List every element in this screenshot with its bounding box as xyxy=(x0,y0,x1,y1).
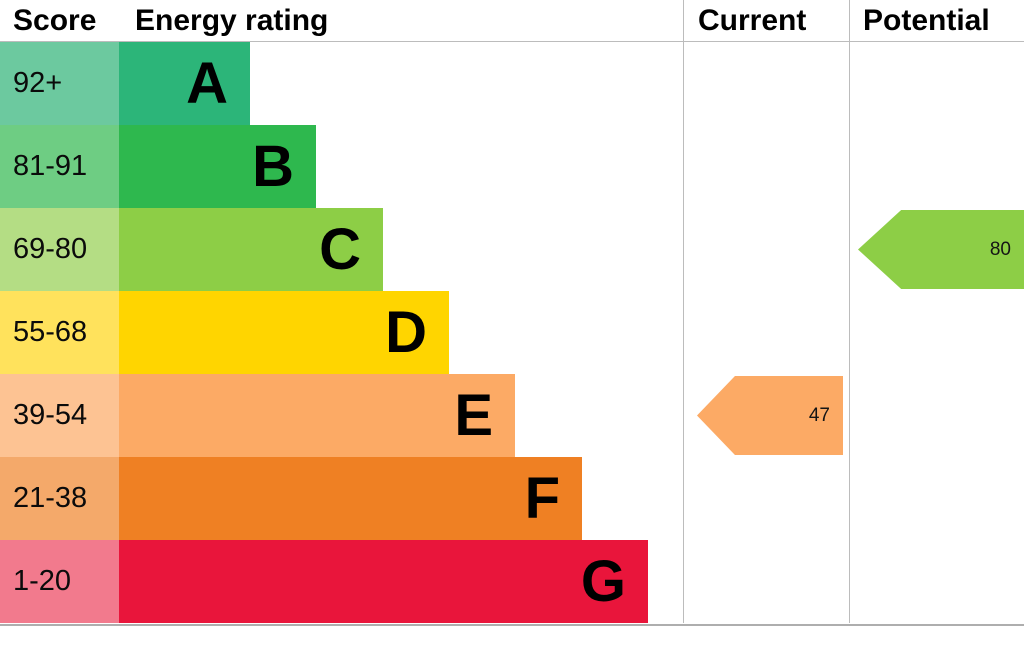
score-cell: 55-68 xyxy=(0,291,119,374)
current-cell xyxy=(683,374,849,457)
band-letter: B xyxy=(252,133,294,199)
score-cell: 21-38 xyxy=(0,457,119,540)
band-rows: 92+ A 81-91 B 69-80 C xyxy=(0,42,1024,623)
current-rating-value: 47 xyxy=(808,404,830,426)
rating-bar-g: G xyxy=(119,540,648,623)
potential-rating-value: 80 xyxy=(989,238,1011,260)
potential-cell xyxy=(849,42,1024,125)
epc-rating-chart: Score Energy rating Current Potential 92… xyxy=(0,0,1024,626)
bar-area: B xyxy=(119,125,683,208)
current-header: Current xyxy=(683,0,849,41)
band-row-d: 55-68 D xyxy=(0,291,1024,374)
band-row-f: 21-38 F xyxy=(0,457,1024,540)
score-cell: 39-54 xyxy=(0,374,119,457)
band-letter: A xyxy=(186,50,228,116)
potential-cell xyxy=(849,208,1024,291)
rating-bar-e: E xyxy=(119,374,515,457)
band-row-g: 1-20 G xyxy=(0,540,1024,623)
rating-bar-b: B xyxy=(119,125,316,208)
potential-cell xyxy=(849,374,1024,457)
current-cell xyxy=(683,208,849,291)
bar-area: G xyxy=(119,540,683,623)
bar-area: C xyxy=(119,208,683,291)
band-letter: D xyxy=(385,299,427,365)
band-letter: E xyxy=(454,382,493,448)
potential-cell xyxy=(849,125,1024,208)
potential-header: Potential xyxy=(849,0,1024,41)
score-cell: 92+ xyxy=(0,42,119,125)
rating-bar-d: D xyxy=(119,291,449,374)
band-row-e: 39-54 E xyxy=(0,374,1024,457)
band-row-b: 81-91 B xyxy=(0,125,1024,208)
rating-bar-a: A xyxy=(119,42,250,125)
score-header: Score xyxy=(13,3,97,37)
energy-rating-header: Energy rating xyxy=(135,3,329,37)
score-cell: 69-80 xyxy=(0,208,119,291)
current-cell xyxy=(683,125,849,208)
current-cell xyxy=(683,291,849,374)
potential-cell xyxy=(849,457,1024,540)
rating-bar-c: C xyxy=(119,208,383,291)
bar-area: A xyxy=(119,42,683,125)
band-letter: F xyxy=(524,465,560,531)
score-cell: 81-91 xyxy=(0,125,119,208)
score-cell: 1-20 xyxy=(0,540,119,623)
rating-bar-f: F xyxy=(119,457,582,540)
current-cell xyxy=(683,457,849,540)
current-cell xyxy=(683,42,849,125)
potential-cell xyxy=(849,540,1024,623)
bar-area: F xyxy=(119,457,683,540)
potential-cell xyxy=(849,291,1024,374)
band-letter: G xyxy=(580,548,626,614)
band-row-a: 92+ A xyxy=(0,42,1024,125)
band-letter: C xyxy=(319,216,361,282)
bar-area: E xyxy=(119,374,683,457)
bar-area: D xyxy=(119,291,683,374)
band-row-c: 69-80 C xyxy=(0,208,1024,291)
chart-header-row: Score Energy rating Current Potential xyxy=(0,0,1024,42)
current-cell xyxy=(683,540,849,623)
